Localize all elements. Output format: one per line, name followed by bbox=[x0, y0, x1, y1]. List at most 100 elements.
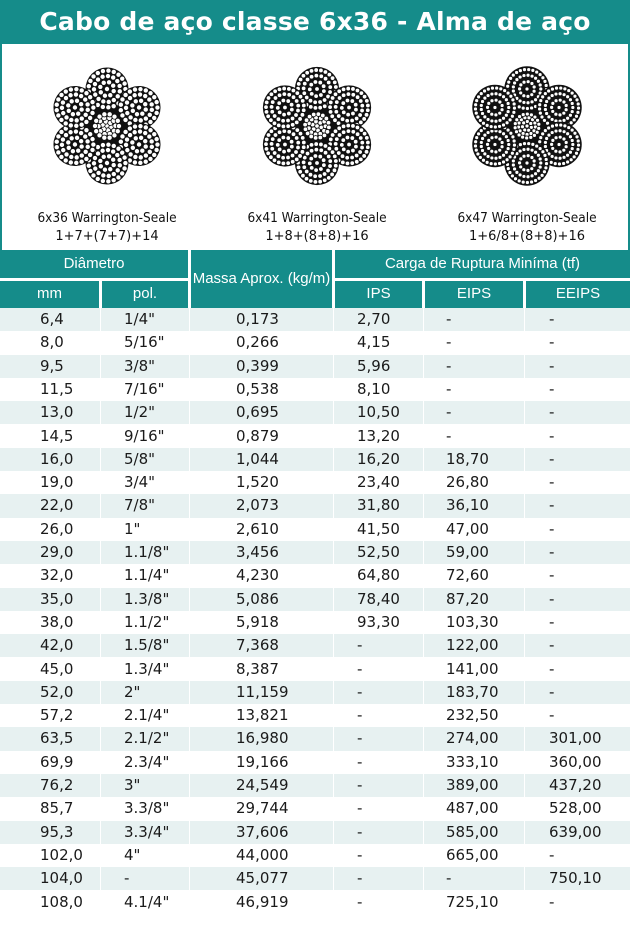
cell-eips: 122,00 bbox=[446, 636, 499, 655]
cell-massa: 0,879 bbox=[236, 426, 279, 445]
cell-massa: 0,173 bbox=[236, 310, 279, 328]
cell-mm: 22,0 bbox=[40, 496, 74, 515]
cell-eips: 141,00 bbox=[446, 659, 499, 678]
cell-eips: 103,30 bbox=[446, 612, 499, 631]
column-divider bbox=[189, 308, 190, 940]
cell-eips: 232,50 bbox=[446, 706, 499, 725]
cell-eeips: 301,00 bbox=[549, 729, 602, 748]
cell-eeips: - bbox=[549, 426, 555, 445]
table-row: 52,0 2" 11,159 - 183,70 - bbox=[0, 680, 630, 705]
cell-ips: - bbox=[357, 845, 363, 864]
cell-massa: 24,549 bbox=[236, 776, 289, 794]
cell-eeips: - bbox=[549, 333, 555, 352]
figure-name: 6x41 Warrington-Seale bbox=[247, 210, 387, 226]
cell-massa: 16,980 bbox=[236, 729, 289, 748]
cell-eeips: - bbox=[549, 566, 555, 585]
table-row: 95,3 3.3/4" 37,606 - 585,00 639,00 bbox=[0, 820, 630, 844]
cell-pol: 3.3/8" bbox=[124, 799, 170, 818]
cell-massa: 11,159 bbox=[236, 682, 289, 701]
cell-eeips: - bbox=[549, 845, 555, 864]
cell-eeips: - bbox=[549, 449, 555, 468]
cell-mm: 104,0 bbox=[40, 869, 83, 888]
cell-mm: 9,5 bbox=[40, 356, 64, 375]
cell-eips: 665,00 bbox=[446, 845, 499, 864]
cell-eips: - bbox=[446, 403, 452, 422]
cell-eeips: 360,00 bbox=[549, 752, 602, 771]
cell-eips: 87,20 bbox=[446, 589, 489, 608]
cell-eeips: - bbox=[549, 589, 555, 608]
cell-eips: 36,10 bbox=[446, 496, 489, 515]
cell-massa: 8,387 bbox=[236, 659, 279, 678]
header-pol: pol. bbox=[102, 281, 188, 308]
cell-ips: - bbox=[357, 682, 363, 701]
cell-eeips: - bbox=[549, 892, 555, 911]
cell-massa: 5,086 bbox=[236, 589, 279, 608]
header-ips: IPS bbox=[335, 281, 422, 308]
cell-massa: 0,695 bbox=[236, 403, 279, 422]
cell-pol: 1.1/8" bbox=[124, 543, 170, 561]
figure-construction: 1+6/8+(8+8)+16 bbox=[469, 229, 585, 244]
cell-eeips: - bbox=[549, 706, 555, 725]
cell-eeips: - bbox=[549, 543, 555, 561]
column-divider bbox=[423, 308, 424, 940]
cell-eips: 274,00 bbox=[446, 729, 499, 748]
cell-eeips: 437,20 bbox=[549, 776, 602, 794]
cell-massa: 7,368 bbox=[236, 636, 279, 655]
cell-mm: 85,7 bbox=[40, 799, 74, 818]
cell-ips: 78,40 bbox=[357, 589, 400, 608]
table-row: 76,2 3" 24,549 - 389,00 437,20 bbox=[0, 774, 630, 798]
cell-mm: 52,0 bbox=[40, 682, 74, 701]
table-row: 22,0 7/8" 2,073 31,80 36,10 - bbox=[0, 494, 630, 518]
cell-eeips: - bbox=[549, 473, 555, 492]
cell-pol: 2.3/4" bbox=[124, 752, 170, 771]
cell-pol: 1.1/4" bbox=[124, 566, 170, 585]
cell-eips: - bbox=[446, 426, 452, 445]
cell-eeips: - bbox=[549, 519, 555, 538]
cell-pol: 4.1/4" bbox=[124, 892, 170, 911]
cell-ips: 31,80 bbox=[357, 496, 400, 515]
table-row: 8,0 5/16" 0,266 4,15 - - bbox=[0, 331, 630, 355]
page-title: Cabo de aço classe 6x36 - Alma de aço bbox=[0, 0, 630, 44]
cell-ips: - bbox=[357, 636, 363, 655]
cell-ips: 10,50 bbox=[357, 403, 400, 422]
cell-eips: - bbox=[446, 869, 452, 888]
table-row: 85,7 3.3/8" 29,744 - 487,00 528,00 bbox=[0, 797, 630, 821]
cell-mm: 76,2 bbox=[40, 776, 74, 794]
cell-mm: 13,0 bbox=[40, 403, 74, 422]
cell-pol: 1.1/2" bbox=[124, 612, 170, 631]
figure-6x47: 6x47 Warrington-Seale 1+6/8+(8+8)+16 bbox=[422, 44, 630, 250]
table-row: 108,0 4.1/4" 46,919 - 725,10 - bbox=[0, 890, 630, 914]
cell-ips: - bbox=[357, 729, 363, 748]
cell-massa: 1,044 bbox=[236, 449, 279, 468]
table-header: Diâmetro Massa Aprox. (kg/m) Carga de Ru… bbox=[0, 250, 630, 308]
table-row: 13,0 1/2" 0,695 10,50 - - bbox=[0, 401, 630, 425]
cell-ips: - bbox=[357, 822, 363, 841]
table-row: 6,4 1/4" 0,173 2,70 - - bbox=[0, 308, 630, 332]
cell-ips: 8,10 bbox=[357, 379, 391, 398]
column-divider bbox=[100, 308, 101, 940]
cell-eeips: - bbox=[549, 636, 555, 655]
cell-massa: 45,077 bbox=[236, 869, 289, 888]
figure-construction: 1+8+(8+8)+16 bbox=[265, 229, 369, 244]
cell-mm: 45,0 bbox=[40, 659, 74, 678]
cell-ips: 64,80 bbox=[357, 566, 400, 585]
cell-eips: - bbox=[446, 356, 452, 375]
cell-mm: 57,2 bbox=[40, 706, 74, 725]
cell-pol: 1.3/8" bbox=[124, 589, 170, 608]
cell-eips: 18,70 bbox=[446, 449, 489, 468]
cell-ips: 23,40 bbox=[357, 473, 400, 492]
table-row: 42,0 1.5/8" 7,368 - 122,00 - bbox=[0, 634, 630, 658]
cell-eips: 72,60 bbox=[446, 566, 489, 585]
table-row: 45,0 1.3/4" 8,387 - 141,00 - bbox=[0, 657, 630, 681]
cell-mm: 29,0 bbox=[40, 543, 74, 561]
cell-ips: - bbox=[357, 869, 363, 888]
cell-massa: 0,399 bbox=[236, 356, 279, 375]
figure-name: 6x36 Warrington-Seale bbox=[37, 210, 177, 226]
cell-eeips: - bbox=[549, 612, 555, 631]
table-row: 102,0 4" 44,000 - 665,00 - bbox=[0, 843, 630, 868]
figure-construction: 1+7+(7+7)+14 bbox=[55, 229, 159, 244]
cell-massa: 1,520 bbox=[236, 473, 279, 492]
table-row: 19,0 3/4" 1,520 23,40 26,80 - bbox=[0, 471, 630, 495]
cell-mm: 16,0 bbox=[40, 449, 74, 468]
cell-massa: 2,073 bbox=[236, 496, 279, 515]
